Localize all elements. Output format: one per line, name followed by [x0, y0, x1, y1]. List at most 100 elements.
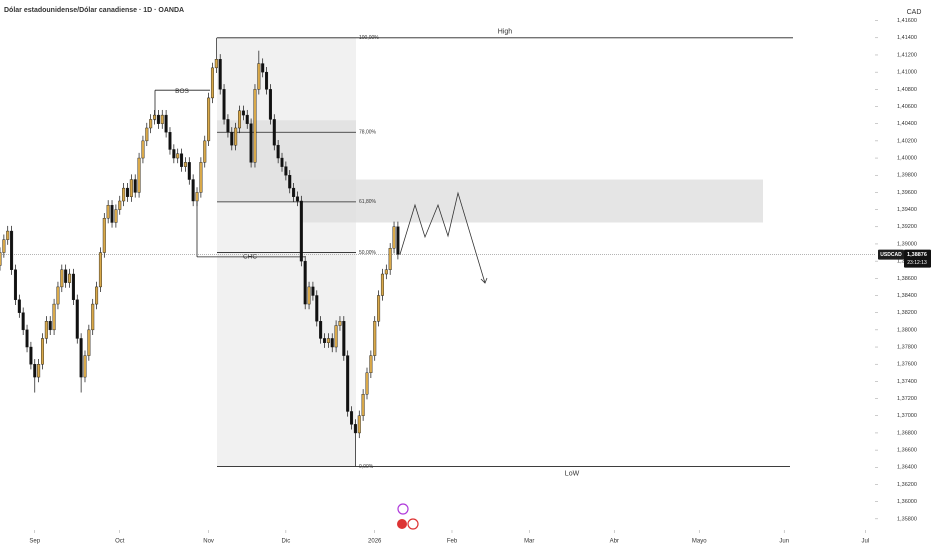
candle-body	[6, 230, 10, 240]
y-tick-label: 1,39400	[897, 207, 917, 213]
y-tick-label: 1,39800	[897, 173, 917, 179]
candle-body	[222, 89, 226, 120]
candle-body	[133, 179, 137, 193]
candle-body	[292, 187, 296, 197]
event-icon	[397, 519, 407, 529]
candle-body	[226, 119, 230, 133]
candle-body	[218, 59, 222, 90]
candle-body	[323, 338, 327, 343]
candle-body	[199, 162, 203, 193]
y-tick-label: 1,37800	[897, 344, 917, 350]
candle-body	[122, 187, 126, 202]
candle-body	[83, 355, 87, 378]
candle-body	[326, 338, 330, 343]
price-label: 1,38876	[907, 252, 927, 258]
candle-body	[280, 157, 284, 167]
y-tick-label: 1,37000	[897, 413, 917, 419]
candle-body	[37, 364, 41, 378]
symbol-tag	[878, 249, 904, 260]
candle-body	[307, 286, 311, 305]
event-icons	[397, 503, 419, 530]
candle-body	[203, 140, 207, 163]
projection	[399, 191, 486, 284]
candle-body	[149, 119, 153, 129]
x-tick-label: Nov	[203, 539, 214, 545]
event-icon	[407, 518, 419, 530]
candle-body	[257, 63, 261, 90]
candle-body	[98, 252, 102, 288]
candle-body	[388, 248, 392, 270]
candle-body	[319, 321, 323, 339]
candle-body	[346, 355, 350, 412]
y-tick-label: 1,38200	[897, 310, 917, 316]
candle-body	[10, 230, 14, 270]
fib-label: 50,00%	[359, 250, 377, 256]
candle-body	[13, 269, 17, 300]
high-label: High	[498, 29, 513, 36]
low-label: LoW	[565, 470, 580, 477]
x-tick-label: Feb	[447, 539, 458, 545]
candle-body	[350, 411, 354, 425]
candle-body	[299, 200, 303, 262]
candle-body	[191, 179, 195, 202]
y-tick-label: 1,37200	[897, 396, 917, 402]
candle-body	[125, 187, 129, 197]
candle-body	[187, 162, 191, 180]
event-icon	[397, 503, 409, 515]
candle-body	[102, 217, 106, 253]
candle-body	[29, 346, 33, 365]
candle-body	[44, 321, 48, 339]
candle-body	[176, 153, 180, 159]
candle-body	[164, 114, 168, 133]
x-tick-label: Jul	[862, 539, 870, 545]
y-tick-label: 1,38000	[897, 327, 917, 333]
candle-body	[353, 424, 357, 434]
y-tick-label: 1,36200	[897, 482, 917, 488]
zone	[300, 179, 763, 223]
projection-arrow	[480, 277, 488, 284]
candle-body	[2, 239, 6, 253]
candle-body	[156, 114, 160, 124]
y-tick-label: 1,36400	[897, 465, 917, 471]
y-tick-label: 1,40000	[897, 156, 917, 162]
candle-body	[365, 372, 369, 395]
y-tick-label: 1,40400	[897, 121, 917, 127]
chc-label: CHC	[243, 254, 257, 261]
candle-body	[265, 71, 269, 90]
x-tick-label: Sep	[29, 539, 40, 545]
countdown-label: 23:12:13	[907, 260, 927, 266]
y-tick-label: 1,39000	[897, 241, 917, 247]
candle-body	[373, 321, 377, 356]
candle-body	[207, 97, 211, 142]
chart-title: Dólar estadounidense/Dólar canadiense · …	[4, 7, 184, 14]
currency: CAD	[907, 9, 922, 16]
candle-body	[183, 162, 187, 167]
candle-body	[145, 127, 149, 142]
candle-body	[357, 415, 361, 434]
fib-area	[217, 37, 356, 467]
candle-body	[238, 110, 242, 129]
candle-body	[338, 321, 342, 326]
candle-body	[118, 200, 122, 210]
symbol-label: USDCAD	[880, 252, 902, 258]
candle-body	[210, 67, 214, 99]
y-tick-label: 1,36600	[897, 448, 917, 454]
candle-body	[311, 286, 315, 296]
candle-body	[245, 114, 249, 124]
candle-body	[315, 295, 319, 322]
fib-label: 0,00%	[359, 464, 374, 470]
candle-body	[21, 312, 25, 331]
candle-body	[129, 179, 133, 197]
y-tick-label: 1,40200	[897, 138, 917, 144]
x-tick-label: Mayo	[692, 539, 707, 545]
candle-body	[0, 252, 2, 266]
x-tick-label: Abr	[610, 539, 619, 545]
candle-body	[172, 149, 176, 159]
x-tick-label: Oct	[115, 539, 125, 545]
candle-body	[253, 89, 257, 163]
candle-body	[334, 325, 338, 348]
candle-body	[214, 59, 218, 69]
